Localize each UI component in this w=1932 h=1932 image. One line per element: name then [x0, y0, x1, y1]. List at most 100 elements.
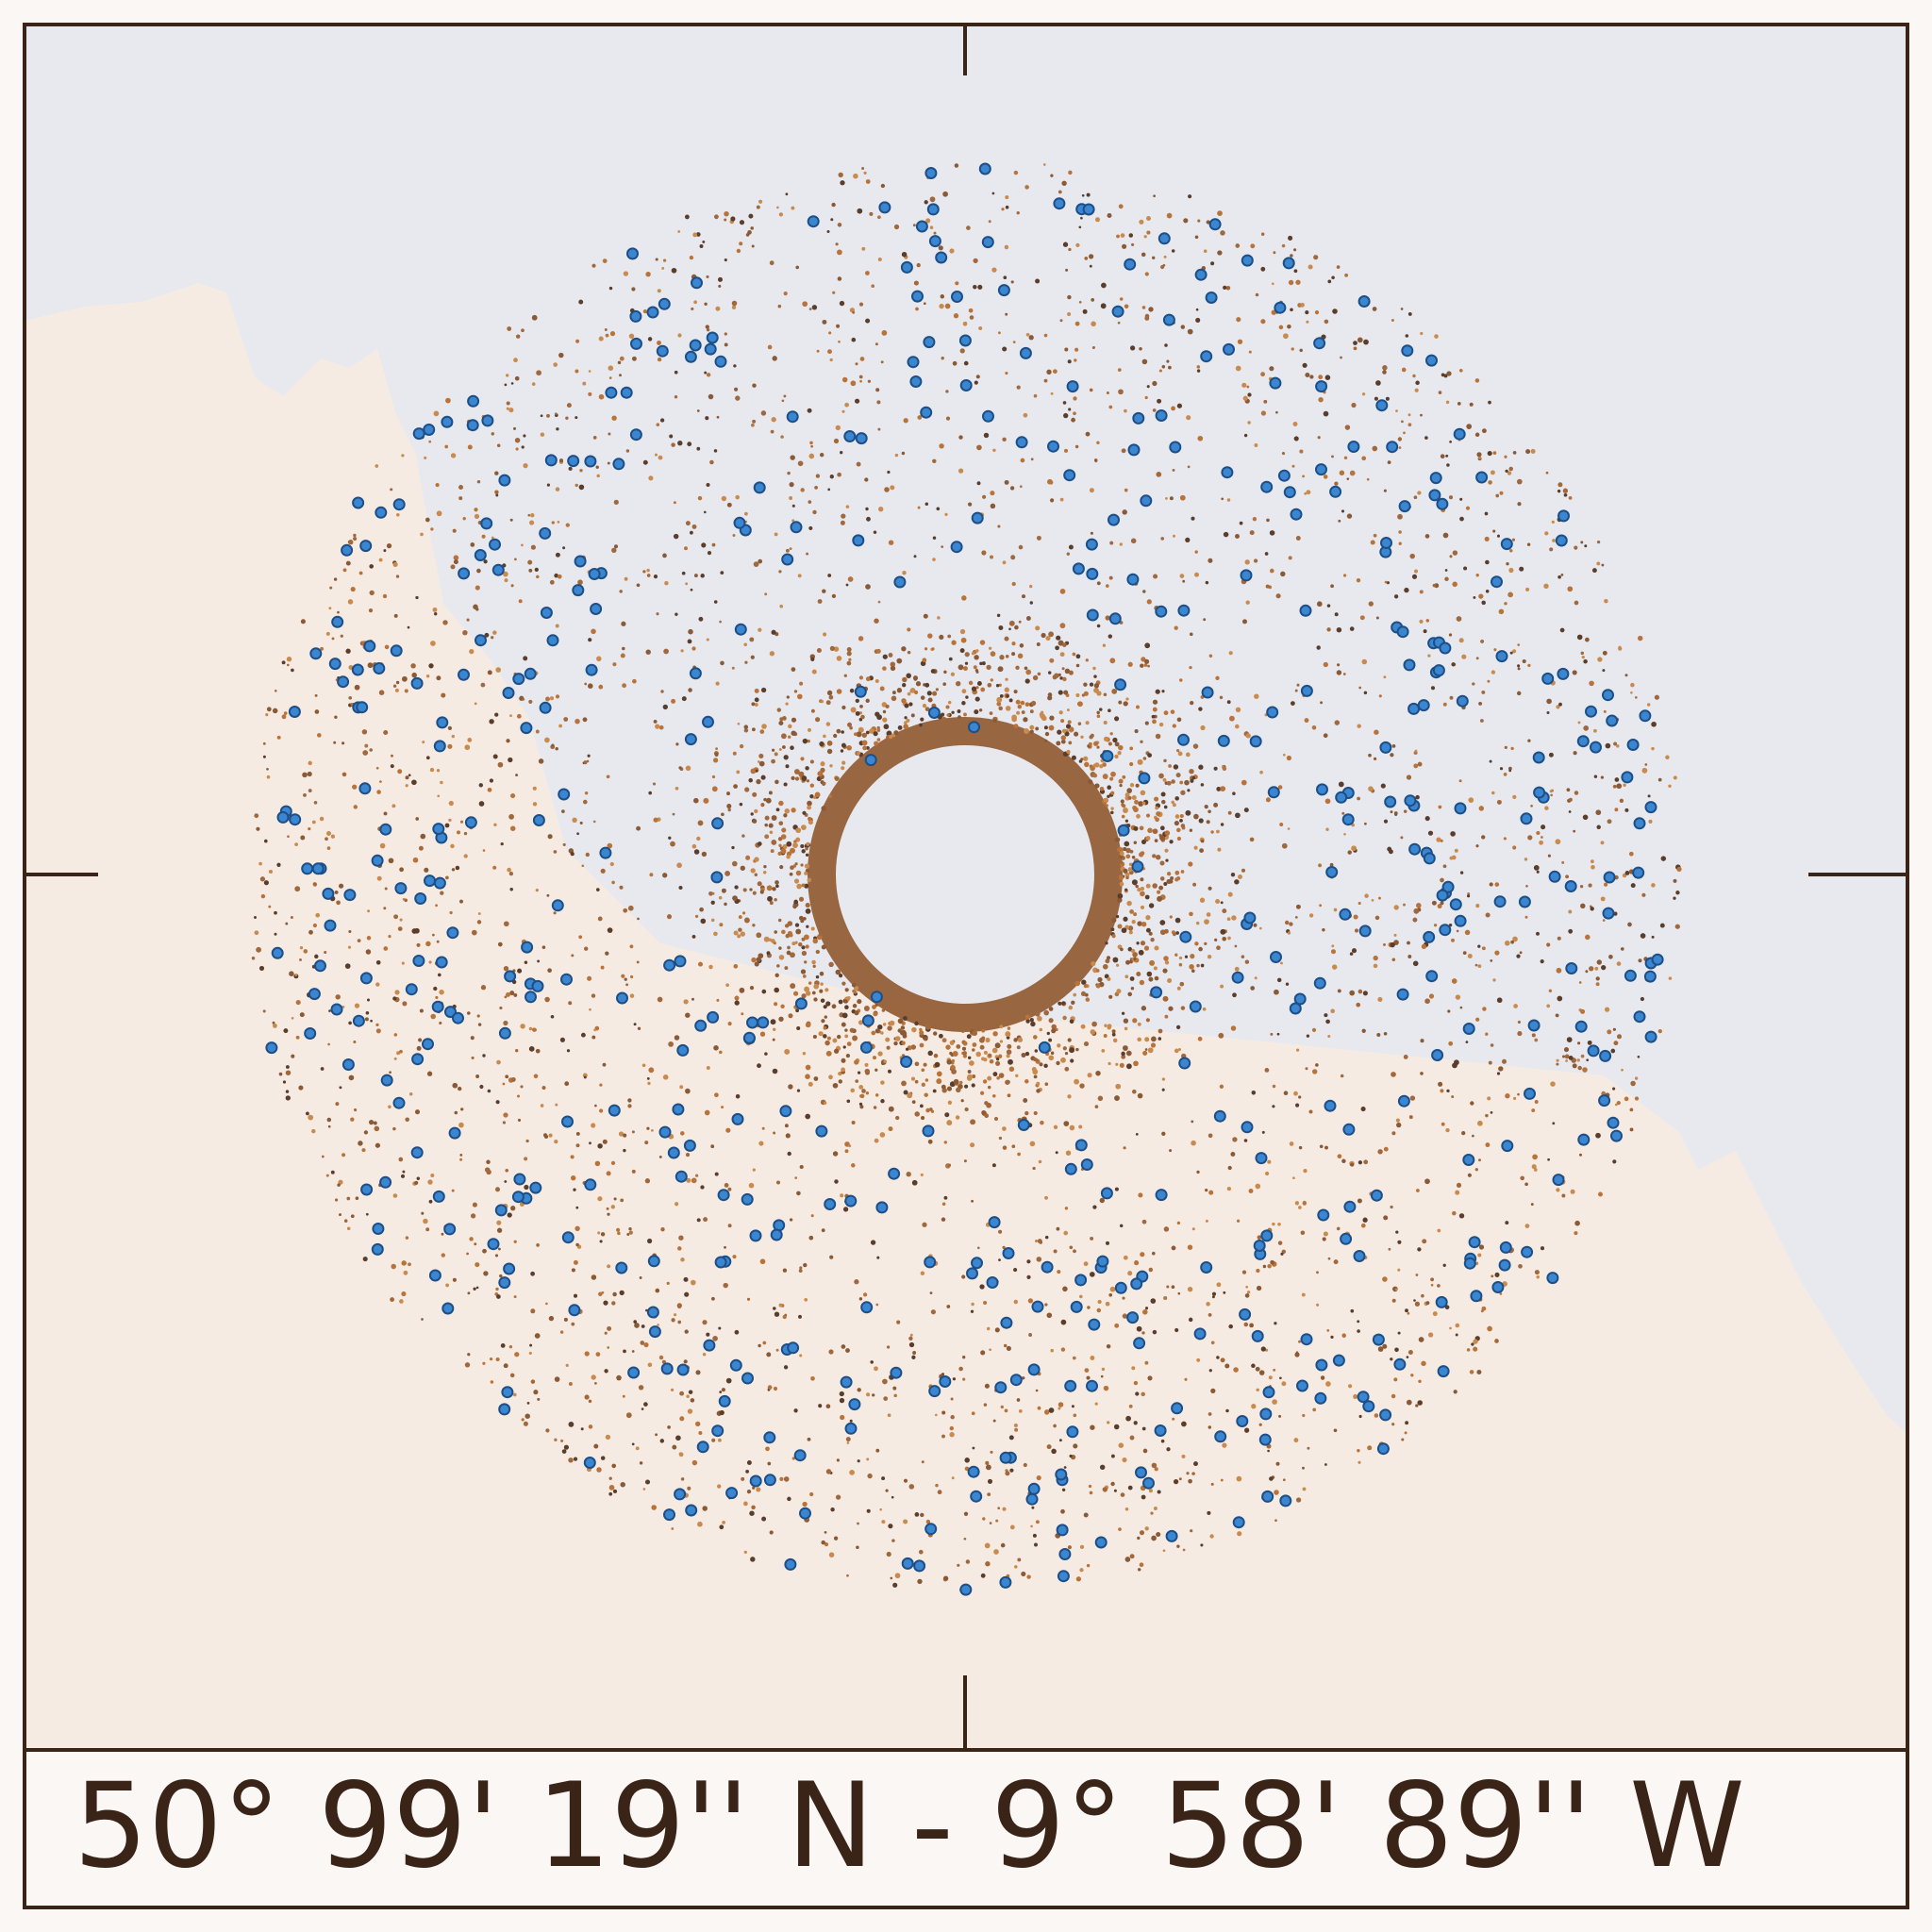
particle [911, 1026, 917, 1033]
particle [812, 795, 817, 800]
marker [503, 1262, 516, 1275]
particle [1482, 1007, 1487, 1011]
particle [804, 934, 809, 941]
particle [376, 875, 382, 881]
particle [627, 905, 634, 911]
particle [467, 1353, 471, 1357]
particle [918, 1549, 924, 1555]
particle [804, 883, 809, 889]
particle [1249, 530, 1255, 536]
marker [676, 1363, 690, 1376]
particle [939, 443, 944, 449]
particle [1307, 264, 1313, 270]
particle [893, 224, 900, 230]
particle [841, 766, 845, 771]
particle [608, 1491, 613, 1496]
particle [964, 661, 969, 665]
particle [1140, 941, 1146, 946]
particle [1305, 1067, 1308, 1071]
particle [725, 1127, 731, 1133]
particle [974, 655, 979, 660]
particle [786, 695, 790, 699]
particle [792, 991, 799, 996]
particle [1279, 823, 1284, 826]
particle [980, 1350, 986, 1356]
particle [789, 481, 794, 488]
particle [259, 876, 266, 882]
particle [1189, 828, 1193, 832]
particle [1141, 358, 1148, 365]
particle [617, 1231, 621, 1236]
particle [1053, 1424, 1057, 1428]
particle [605, 1434, 611, 1441]
particle [1013, 1423, 1018, 1428]
particle [856, 751, 861, 756]
particle [532, 802, 538, 807]
particle [554, 573, 558, 578]
particle [303, 792, 307, 797]
particle [1145, 215, 1152, 222]
particle [1220, 928, 1226, 935]
particle [415, 595, 419, 600]
particle [674, 1202, 679, 1207]
marker [784, 1557, 797, 1571]
particle [1139, 347, 1142, 351]
particle [828, 1349, 834, 1355]
particle [1255, 1366, 1260, 1372]
particle [437, 794, 441, 798]
particle [1163, 882, 1168, 886]
particle [1459, 1006, 1463, 1009]
particle [1208, 886, 1212, 891]
particle [687, 639, 692, 644]
particle [874, 678, 879, 684]
particle [1069, 1047, 1075, 1054]
particle [851, 1120, 856, 1125]
particle [1002, 346, 1008, 352]
particle [1216, 1356, 1220, 1359]
particle [642, 570, 646, 574]
particle [1050, 391, 1054, 395]
marker [779, 1105, 792, 1118]
particle [1192, 882, 1197, 887]
particle [1080, 735, 1084, 740]
particle [851, 337, 857, 342]
particle [1188, 861, 1193, 867]
particle [1273, 1368, 1276, 1372]
particle [1326, 1329, 1330, 1332]
particle [1172, 724, 1176, 728]
particle [934, 1061, 941, 1068]
particle [1536, 1274, 1540, 1279]
particle [1292, 422, 1298, 426]
marker [590, 603, 603, 615]
particle [765, 1446, 770, 1452]
particle [1591, 568, 1597, 574]
particle [821, 1019, 825, 1024]
particle [1127, 1271, 1133, 1276]
particle [1139, 219, 1144, 225]
particle [958, 1080, 963, 1085]
particle [1449, 441, 1452, 443]
particle [1377, 996, 1383, 1002]
particle [299, 958, 302, 961]
particle [1638, 958, 1642, 963]
particle [1141, 1219, 1147, 1224]
particle [1383, 942, 1386, 946]
particle [1065, 268, 1069, 272]
particle [1410, 1374, 1414, 1377]
particle [1427, 654, 1431, 658]
particle [748, 777, 753, 783]
particle [285, 1095, 291, 1101]
particle [1316, 1303, 1320, 1307]
particle [849, 1027, 855, 1033]
particle [276, 735, 281, 740]
particle [557, 521, 560, 524]
particle [793, 769, 800, 774]
marker [1074, 1274, 1088, 1287]
particle [896, 688, 903, 693]
particle [855, 710, 860, 716]
particle [780, 1004, 785, 1009]
particle [1163, 255, 1167, 258]
particle [1475, 657, 1479, 660]
particle [1257, 1235, 1262, 1241]
particle [421, 1211, 425, 1215]
